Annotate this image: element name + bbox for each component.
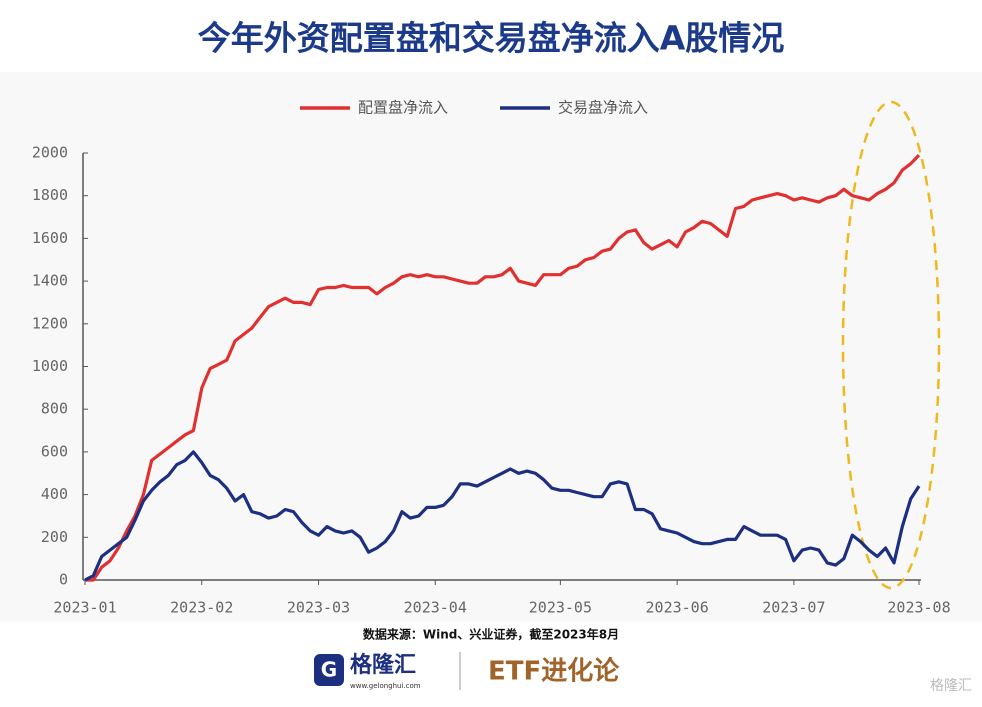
legend-label: 配置盘净流入 <box>358 99 448 117</box>
logo-icon <box>314 654 344 686</box>
brand: ETF进化论 <box>488 657 620 687</box>
y-tick-label: 600 <box>41 442 68 460</box>
x-tick-label: 2023-02 <box>170 599 233 617</box>
y-tick-label: 0 <box>59 571 68 589</box>
y-tick-label: 1400 <box>32 272 68 290</box>
y-tick-label: 2000 <box>32 144 68 162</box>
y-tick-label: 1600 <box>32 229 68 247</box>
chart-title: 今年外资配置盘和交易盘净流入A股情况 <box>198 19 785 58</box>
y-tick-label: 800 <box>41 400 68 418</box>
logo-icon-letter: G <box>321 658 337 682</box>
x-tick-label: 2023-03 <box>287 599 350 617</box>
x-tick-label: 2023-04 <box>404 599 467 617</box>
x-tick-label: 2023-01 <box>53 599 116 617</box>
y-tick-label: 1800 <box>32 186 68 204</box>
series-line <box>85 153 921 582</box>
x-tick-label: 2023-05 <box>529 599 592 617</box>
series-line <box>84 450 921 582</box>
logo-site: www.gelonghui.com <box>350 682 421 690</box>
y-tick-label: 400 <box>41 485 68 503</box>
watermark: 格隆汇 <box>930 678 972 694</box>
source-note: 数据来源：Wind、兴业证券，截至2023年8月 <box>363 627 619 642</box>
y-tick-label: 200 <box>41 528 68 546</box>
y-tick-label: 1000 <box>32 357 68 375</box>
plot-background <box>0 72 982 622</box>
y-tick-label: 1200 <box>32 314 68 332</box>
legend-label: 交易盘净流入 <box>558 99 648 117</box>
highlight-ellipse <box>841 100 941 590</box>
x-tick-label: 2023-06 <box>646 599 709 617</box>
x-tick-label: 2023-08 <box>887 599 950 617</box>
x-tick-label: 2023-07 <box>762 599 825 617</box>
logo-text: 格隆汇 <box>350 652 416 678</box>
